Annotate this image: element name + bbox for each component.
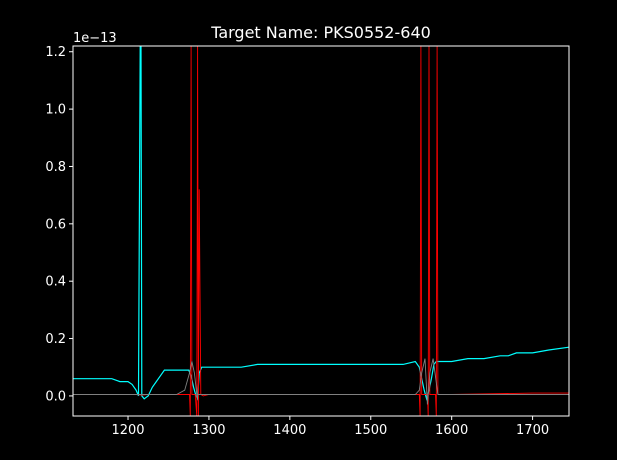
y-tick-label: 0.2 xyxy=(45,332,66,347)
x-tick-label: 1600 xyxy=(435,423,468,438)
series-layer xyxy=(73,46,569,416)
plot-frame xyxy=(72,45,570,417)
x-tick-label: 1500 xyxy=(354,423,387,438)
y-tick-label: 0.8 xyxy=(45,160,66,175)
x-axis: 1200 1300 1400 1500 1600 1700 xyxy=(111,416,549,438)
x-tick-label: 1200 xyxy=(111,423,144,438)
x-tick-label: 1400 xyxy=(273,423,306,438)
y-axis-offset-label: 1e−13 xyxy=(73,31,117,46)
series-line-2 xyxy=(73,358,569,405)
y-tick-label: 0.4 xyxy=(45,275,66,290)
series-line-0 xyxy=(73,46,569,402)
y-tick-label: 1.2 xyxy=(45,45,66,60)
y-tick-label: 1.0 xyxy=(45,103,66,118)
x-tick-label: 1300 xyxy=(192,423,225,438)
y-axis: 0.0 0.2 0.4 0.6 0.8 1.0 1.2 xyxy=(45,45,73,404)
y-tick-label: 0.0 xyxy=(45,389,66,404)
x-tick-label: 1700 xyxy=(516,423,549,438)
chart-title: Target Name: PKS0552-640 xyxy=(210,23,431,42)
y-tick-label: 0.6 xyxy=(45,217,66,232)
